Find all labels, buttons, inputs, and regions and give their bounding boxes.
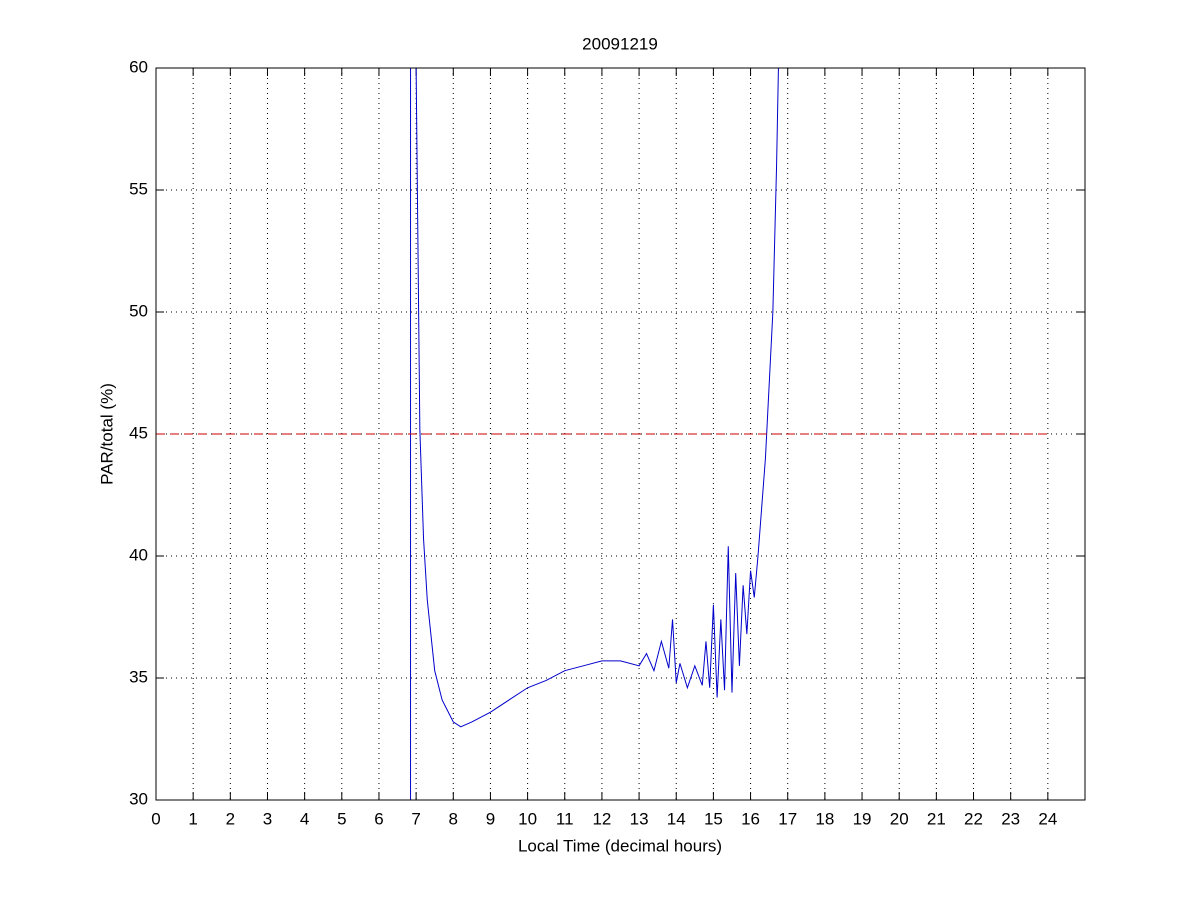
x-tick-label: 8 (449, 809, 458, 828)
x-tick-label: 21 (927, 809, 946, 828)
x-tick-label: 23 (1001, 809, 1020, 828)
x-axis-label: Local Time (decimal hours) (518, 836, 722, 855)
y-tick-label: 60 (129, 57, 148, 76)
x-tick-label: 20 (890, 809, 909, 828)
plot-frame (155, 67, 1086, 801)
y-tick-label: 55 (129, 179, 148, 198)
y-tick-label: 40 (129, 545, 148, 564)
x-tick-label: 7 (411, 809, 420, 828)
y-axis-label: PAR/total (%) (97, 383, 116, 485)
x-tick-label: 5 (337, 809, 346, 828)
x-tick-label: 10 (518, 809, 537, 828)
x-tick-label: 3 (263, 809, 272, 828)
x-tick-label: 16 (741, 809, 760, 828)
x-tick-label: 1 (188, 809, 197, 828)
x-tick-label: 19 (853, 809, 872, 828)
x-tick-label: 11 (556, 809, 574, 828)
x-tick-label: 0 (151, 809, 160, 828)
x-tick-label: 24 (1038, 809, 1057, 828)
x-tick-label: 2 (226, 809, 235, 828)
y-tick-label: 50 (129, 301, 148, 320)
y-tick-label: 30 (129, 789, 148, 808)
plot-area (156, 68, 1048, 800)
x-tick-label: 14 (667, 809, 686, 828)
x-tick-label: 15 (704, 809, 723, 828)
series-line (415, 68, 779, 728)
x-tick-label: 9 (486, 809, 495, 828)
x-tick-label: 12 (592, 809, 611, 828)
y-tick-label: 35 (129, 667, 148, 686)
y-tick-label: 45 (129, 423, 148, 442)
x-tick-label: 6 (374, 809, 383, 828)
x-tick-label: 17 (778, 809, 797, 828)
x-tick-label: 4 (300, 809, 309, 828)
chart-title: 20091219 (582, 34, 658, 53)
x-tick-label: 22 (964, 809, 983, 828)
x-tick-label: 13 (630, 809, 649, 828)
x-tick-label: 18 (815, 809, 834, 828)
